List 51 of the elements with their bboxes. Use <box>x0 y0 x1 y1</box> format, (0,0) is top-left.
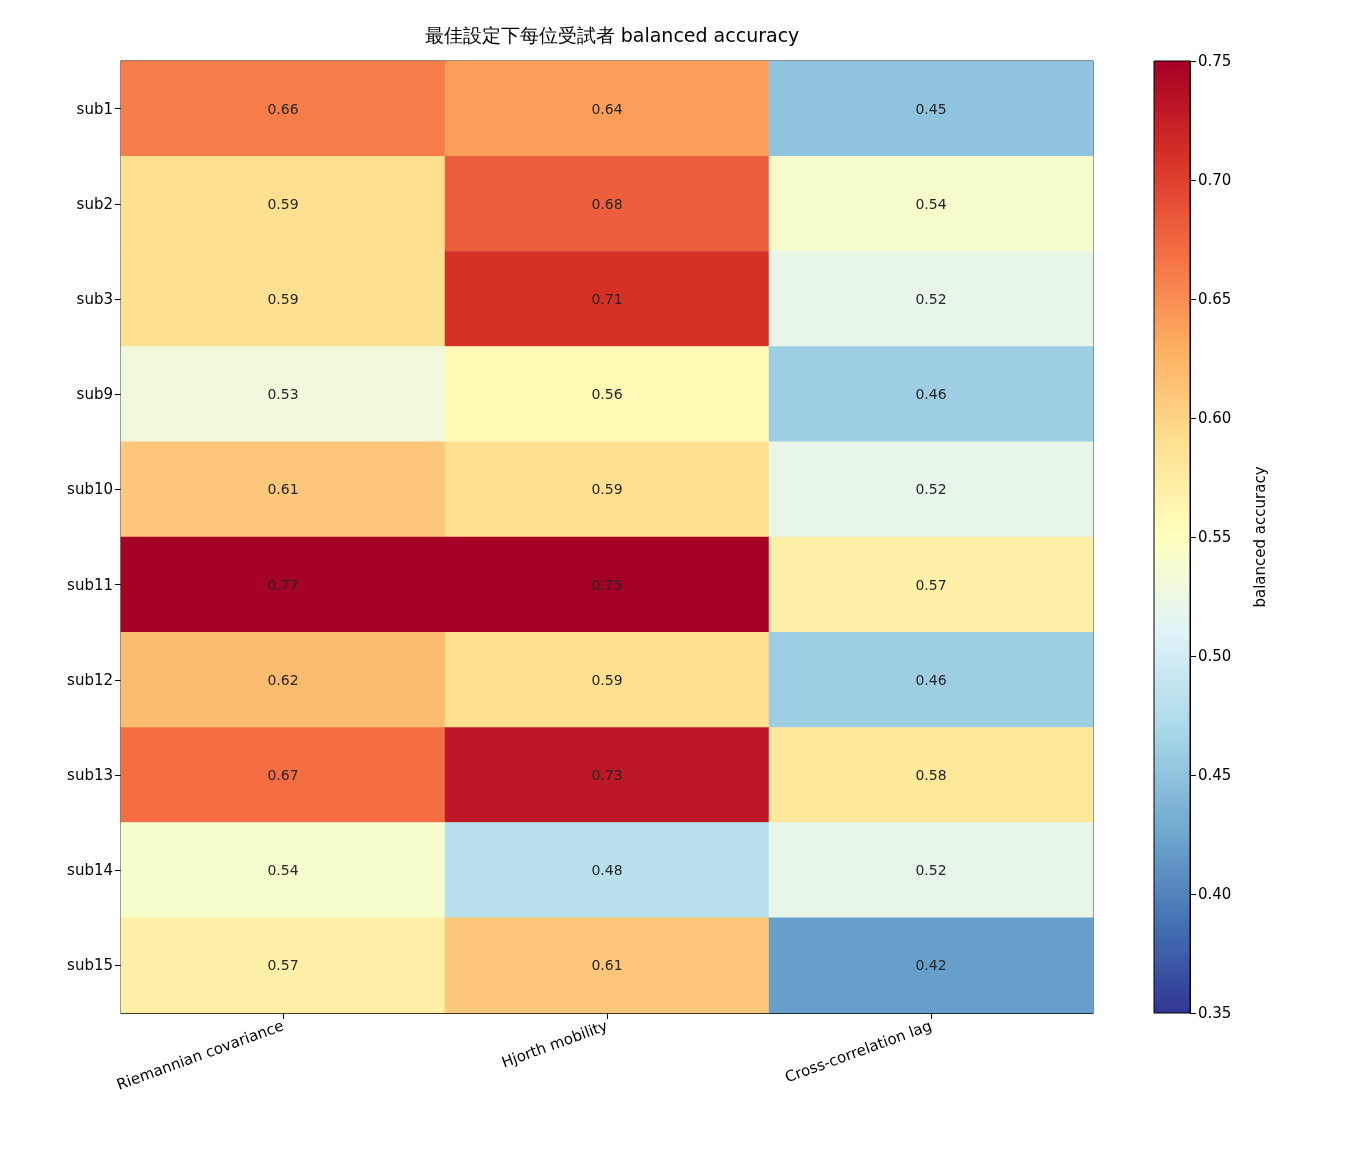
color-bar-label: 0.40 <box>1198 885 1232 903</box>
data-label: 0.52 <box>915 291 947 307</box>
data-label: 0.59 <box>267 195 299 212</box>
data-label: 0.66 <box>267 100 299 117</box>
y-tick-label: sub3 <box>76 290 113 308</box>
data-label: 0.52 <box>915 862 947 879</box>
data-label: 0.67 <box>267 767 299 783</box>
y-tick-label: sub9 <box>76 385 113 404</box>
y-tick-label: sub10 <box>67 480 113 499</box>
data-label: 0.61 <box>591 957 623 974</box>
y-tick-label: sub11 <box>67 575 113 594</box>
data-label: 0.54 <box>267 862 299 879</box>
data-label: 0.71 <box>591 291 623 307</box>
data-label: 0.53 <box>267 386 299 403</box>
data-label: 0.42 <box>915 957 947 974</box>
color-bar-label: 0.35 <box>1198 1004 1232 1022</box>
color-bar-label: 0.50 <box>1198 647 1232 665</box>
data-label: 0.57 <box>915 576 947 593</box>
data-label: 0.46 <box>915 386 947 403</box>
color-bar-label: 0.75 <box>1198 52 1232 70</box>
data-label: 0.54 <box>915 195 947 212</box>
data-label: 0.61 <box>267 481 299 498</box>
color-bar-label: 0.60 <box>1198 409 1232 427</box>
color-bar-label: 0.45 <box>1198 766 1232 784</box>
data-label: 0.77 <box>267 576 299 593</box>
data-label: 0.59 <box>591 671 623 688</box>
data-label: 0.64 <box>591 100 623 117</box>
color-bar-title: balanced accuracy <box>1250 466 1269 608</box>
color-bar-label: 0.55 <box>1198 528 1232 546</box>
data-label: 0.62 <box>267 671 299 688</box>
data-label: 0.59 <box>267 291 299 307</box>
y-tick-label: sub14 <box>67 861 113 880</box>
data-label: 0.73 <box>591 767 623 783</box>
chart-title: 最佳設定下每位受試者 balanced accuracy <box>424 23 800 46</box>
data-label: 0.46 <box>915 671 947 688</box>
data-label: 0.59 <box>591 481 623 498</box>
color-bar-label: 0.65 <box>1198 290 1232 308</box>
data-label: 0.56 <box>591 386 623 403</box>
y-tick-label: sub15 <box>67 956 113 975</box>
y-tick-label: sub2 <box>76 194 113 213</box>
color-bar-label: 0.70 <box>1198 171 1232 189</box>
y-tick-label: sub13 <box>67 766 113 784</box>
data-label: 0.58 <box>915 767 947 783</box>
data-label: 0.68 <box>591 195 623 212</box>
data-label: 0.48 <box>591 862 623 879</box>
data-label: 0.57 <box>267 957 299 974</box>
y-tick-label: sub12 <box>67 670 113 689</box>
y-tick-label: sub1 <box>76 99 113 118</box>
data-label: 0.52 <box>915 481 947 498</box>
data-label: 0.45 <box>915 100 947 117</box>
data-label: 0.75 <box>591 576 623 593</box>
